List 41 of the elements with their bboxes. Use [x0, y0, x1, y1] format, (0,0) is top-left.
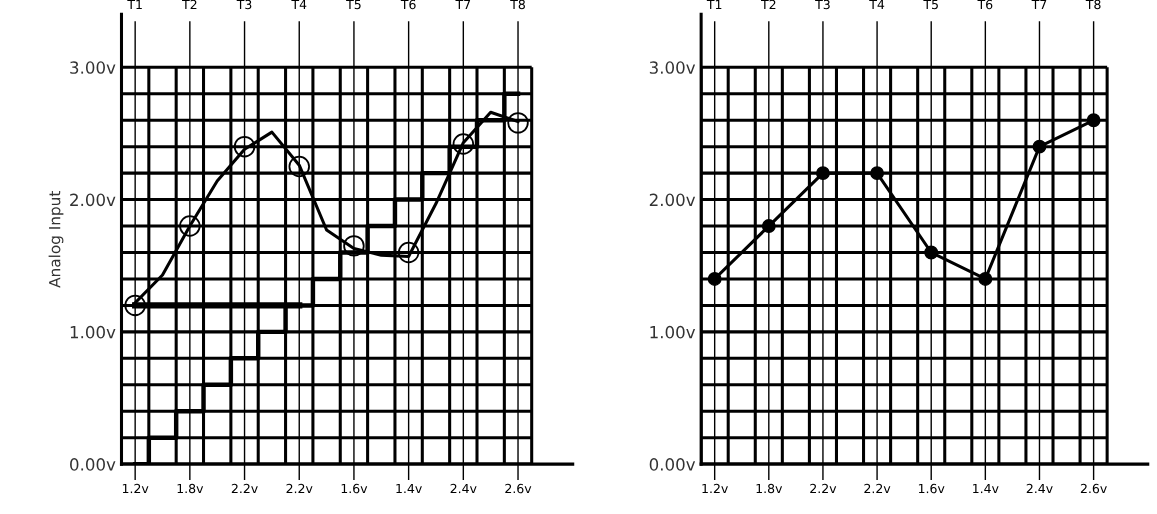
text: 1.4v — [396, 483, 422, 494]
text: 1.8v — [177, 483, 204, 494]
text: 2.2v — [810, 483, 837, 494]
text: 2.2v — [864, 483, 891, 494]
y-tick-label: 1.00v — [70, 325, 116, 339]
x-tick-label: T1 — [127, 0, 142, 10]
x-tick-label: T6 — [400, 0, 416, 10]
x-tick-label: T5 — [923, 0, 938, 10]
text: 2.6v — [505, 483, 532, 494]
text: 1.6v — [918, 483, 945, 494]
x-tick-label: T7 — [1031, 0, 1047, 10]
text: 2.4v — [1026, 483, 1053, 494]
text: 2.4v — [450, 483, 477, 494]
text: 1.6v — [341, 483, 368, 494]
y-tick-label: 2.00v — [70, 193, 116, 207]
x-tick-label: T3 — [815, 0, 830, 10]
x-tick-label: T5 — [346, 0, 361, 10]
text: 2.2v — [231, 483, 258, 494]
x-tick-label: T6 — [977, 0, 993, 10]
x-tick-label: T2 — [760, 0, 776, 10]
x-tick-label: T8 — [1085, 0, 1101, 10]
y-tick-label: 3.00v — [70, 61, 116, 74]
text: 1.2v — [122, 483, 149, 494]
text: 2.2v — [286, 483, 313, 494]
y-tick-label: 1.00v — [650, 325, 696, 339]
x-tick-label: T4 — [869, 0, 885, 10]
y-tick-label: 2.00v — [649, 193, 696, 207]
x-tick-label: T4 — [291, 0, 307, 10]
y-tick-label: 0.00v — [70, 458, 116, 471]
x-tick-label: T3 — [236, 0, 252, 10]
text: 1.4v — [973, 483, 999, 494]
y-tick-label: 3.00v — [649, 61, 696, 74]
x-tick-label: T7 — [455, 0, 471, 10]
text: 1.2v — [702, 483, 728, 494]
x-tick-label: T8 — [510, 0, 525, 10]
x-tick-label: T1 — [706, 0, 722, 10]
y-tick-label: 0.00v — [649, 458, 696, 471]
x-tick-label: T2 — [182, 0, 197, 10]
y-axis-title: Analog Input — [48, 191, 64, 288]
text: 2.6v — [1080, 483, 1107, 494]
text: 1.8v — [756, 483, 783, 494]
